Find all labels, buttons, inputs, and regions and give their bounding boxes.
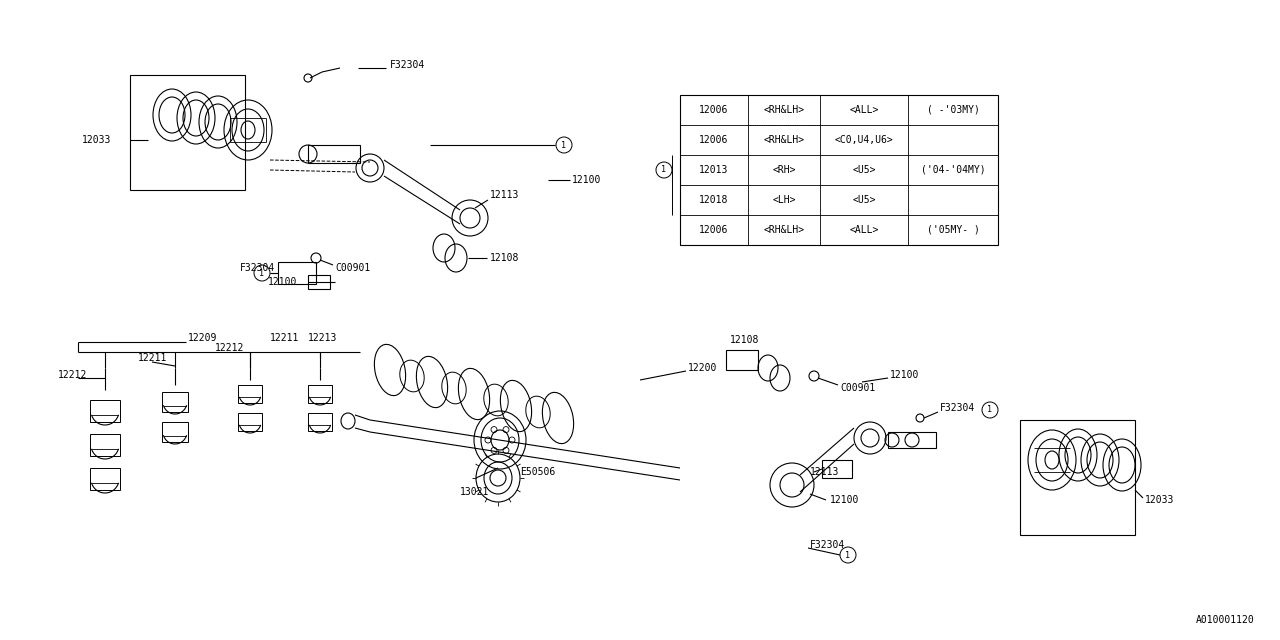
Text: 1: 1 — [846, 550, 850, 559]
Text: 12100: 12100 — [268, 277, 297, 287]
Text: 12018: 12018 — [699, 195, 728, 205]
Text: 12100: 12100 — [572, 175, 602, 185]
Text: <U5>: <U5> — [852, 165, 876, 175]
Text: 12100: 12100 — [829, 495, 859, 505]
Text: <RH>: <RH> — [772, 165, 796, 175]
Text: <ALL>: <ALL> — [850, 105, 878, 115]
Text: 12211: 12211 — [270, 333, 300, 343]
Bar — [163, 422, 188, 442]
Text: 12113: 12113 — [490, 190, 520, 200]
Text: <C0,U4,U6>: <C0,U4,U6> — [835, 135, 893, 145]
Text: F32304: F32304 — [940, 403, 975, 413]
Bar — [90, 434, 120, 456]
Text: 12033: 12033 — [82, 135, 111, 145]
Text: 12209: 12209 — [188, 333, 218, 343]
Bar — [726, 350, 758, 370]
Bar — [131, 75, 244, 190]
Text: 1: 1 — [562, 141, 567, 150]
Bar — [90, 468, 120, 490]
Text: A010001120: A010001120 — [1197, 615, 1254, 625]
Text: <ALL>: <ALL> — [850, 225, 878, 235]
Text: ('04-'04MY): ('04-'04MY) — [920, 165, 986, 175]
Text: <RH&LH>: <RH&LH> — [763, 105, 805, 115]
Text: 12006: 12006 — [699, 135, 728, 145]
Text: F32304: F32304 — [810, 540, 845, 550]
Bar — [163, 392, 188, 412]
Text: <RH&LH>: <RH&LH> — [763, 225, 805, 235]
Text: 12108: 12108 — [490, 253, 520, 263]
Text: 1: 1 — [662, 166, 667, 175]
Bar — [680, 95, 998, 245]
Bar — [238, 385, 262, 403]
Text: ( -'03MY): ( -'03MY) — [927, 105, 979, 115]
Bar — [822, 460, 852, 478]
Text: 12213: 12213 — [308, 333, 338, 343]
Text: 1: 1 — [260, 269, 265, 278]
Bar — [1020, 420, 1135, 535]
Text: 12033: 12033 — [1146, 495, 1174, 505]
Text: C00901: C00901 — [840, 383, 876, 393]
Bar — [888, 432, 936, 448]
Text: <RH&LH>: <RH&LH> — [763, 135, 805, 145]
Bar — [308, 145, 360, 163]
Text: 12212: 12212 — [215, 343, 244, 353]
Text: 12006: 12006 — [699, 105, 728, 115]
Bar — [308, 275, 330, 289]
Text: <U5>: <U5> — [852, 195, 876, 205]
Text: 12013: 12013 — [699, 165, 728, 175]
Text: 12108: 12108 — [730, 335, 759, 345]
Text: F32304: F32304 — [390, 60, 425, 70]
Bar — [308, 413, 332, 431]
Bar — [238, 413, 262, 431]
Text: C00901: C00901 — [335, 263, 370, 273]
Text: 12113: 12113 — [810, 467, 840, 477]
Text: 12200: 12200 — [689, 363, 717, 373]
Text: 1: 1 — [987, 406, 992, 415]
Text: 12100: 12100 — [890, 370, 919, 380]
Text: E50506: E50506 — [520, 467, 556, 477]
Text: 12211: 12211 — [138, 353, 168, 363]
Text: 12212: 12212 — [58, 370, 87, 380]
Bar — [278, 262, 316, 284]
Text: 13021: 13021 — [460, 487, 489, 497]
Text: <LH>: <LH> — [772, 195, 796, 205]
Bar — [90, 400, 120, 422]
Text: F32304: F32304 — [241, 263, 275, 273]
Text: ('05MY- ): ('05MY- ) — [927, 225, 979, 235]
Bar — [308, 385, 332, 403]
Text: 12006: 12006 — [699, 225, 728, 235]
